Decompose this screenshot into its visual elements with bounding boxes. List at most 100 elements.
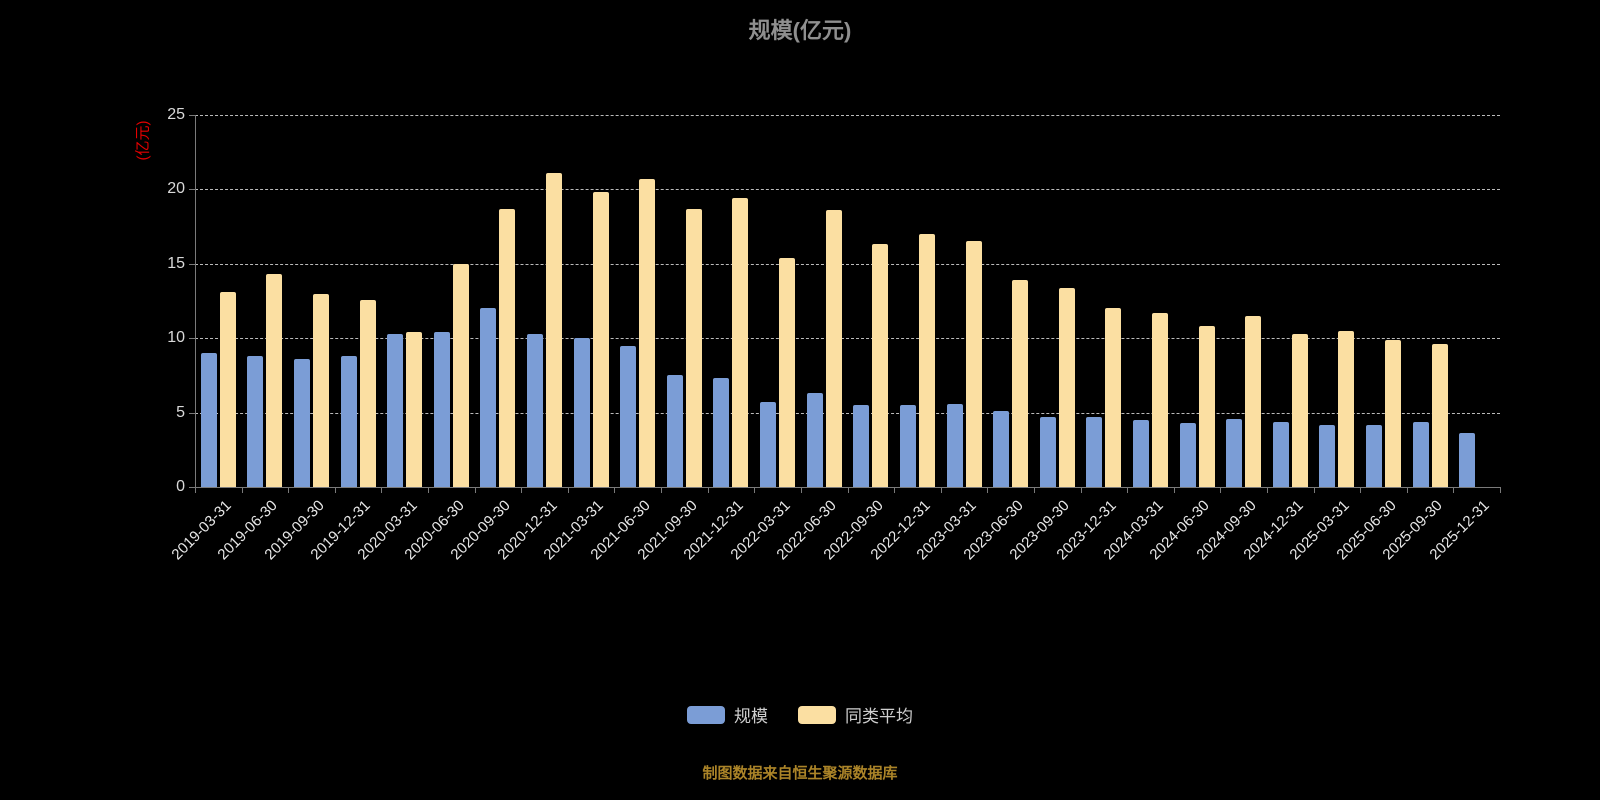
- bar-series-1: [685, 208, 702, 487]
- bar-series-0: [899, 405, 916, 487]
- bar-series-1: [639, 178, 656, 487]
- legend-item-scale[interactable]: 规模: [687, 702, 768, 727]
- x-axis-tick-mark: [288, 487, 290, 493]
- bar-series-1: [779, 257, 796, 487]
- bar-series-1: [1105, 308, 1122, 487]
- x-axis-tick-mark: [521, 487, 523, 493]
- chart-title: 规模(亿元): [748, 18, 852, 43]
- bar-group: [381, 115, 428, 487]
- gridline: [195, 263, 1500, 265]
- bar-series-1: [825, 210, 842, 487]
- y-axis-line: [195, 115, 196, 487]
- bar-series-1: [313, 293, 329, 487]
- bar-series-0: [1272, 421, 1289, 487]
- bar-series-0: [387, 333, 404, 487]
- y-axis-tick-label: 10: [167, 329, 185, 347]
- legend-swatch-category-average: [798, 705, 836, 724]
- bar-series-0: [993, 411, 1010, 487]
- x-axis-tick-mark: [567, 487, 569, 493]
- bar-group: [754, 115, 801, 487]
- bar-series-0: [1179, 423, 1196, 487]
- x-axis-tick-mark: [847, 487, 849, 493]
- bar-group: [848, 115, 895, 487]
- bar-series-0: [527, 333, 544, 487]
- x-axis-tick-mark: [381, 487, 383, 493]
- bar-series-1: [266, 274, 283, 487]
- x-axis-tick-mark: [428, 487, 430, 493]
- bar-group: [1034, 115, 1081, 487]
- y-axis-tick-label: 5: [176, 403, 185, 421]
- y-axis-tick-label: 20: [167, 180, 185, 198]
- y-axis-tick-label: 15: [167, 254, 185, 272]
- bar-group: [288, 115, 335, 487]
- bar-group: [475, 115, 522, 487]
- x-axis-tick-mark: [987, 487, 989, 493]
- bar-group: [428, 115, 475, 487]
- legend-item-category-average[interactable]: 同类平均: [798, 702, 913, 727]
- x-axis-tick-mark: [474, 487, 476, 493]
- bar-series-1: [732, 198, 749, 487]
- bar-series-0: [666, 375, 683, 487]
- bar-group: [242, 115, 289, 487]
- bar-series-0: [247, 356, 264, 487]
- bar-series-0: [433, 332, 450, 487]
- gridline: [195, 338, 1500, 340]
- plot-area: 0 5 10 15 20 25 2019-03-31 2019-06-30 2019-09-3…: [167, 106, 1501, 563]
- bar-group: [1267, 115, 1314, 487]
- bar-series-1: [1291, 333, 1308, 487]
- x-axis-tick-mark: [1033, 487, 1035, 493]
- x-axis-tick-mark: [1313, 487, 1315, 493]
- bar-series-0: [946, 403, 963, 487]
- x-axis-tick-mark: [1500, 487, 1501, 493]
- bar-series-0: [1039, 417, 1056, 487]
- bar-series-0: [1319, 424, 1336, 487]
- x-axis-tick-mark: [1406, 487, 1408, 493]
- y-axis-tick-mark: [189, 412, 195, 414]
- source-note: 制图数据来自恒生聚源数据库: [702, 765, 898, 782]
- bar-group: [894, 115, 941, 487]
- y-axis-tick-mark: [189, 189, 195, 191]
- bar-series-0: [1365, 424, 1382, 487]
- bar-series-1: [1338, 330, 1355, 487]
- x-axis-tick-mark: [754, 487, 756, 493]
- bar-series-1: [546, 173, 563, 487]
- bar-group: [801, 115, 848, 487]
- legend-label-scale: 规模: [734, 707, 768, 726]
- bar-group: [335, 115, 382, 487]
- bar-series-0: [480, 308, 497, 487]
- x-axis-tick-mark: [1220, 487, 1222, 493]
- gridline: [195, 412, 1500, 414]
- bar-series-1: [592, 192, 609, 487]
- bar-group: [1081, 115, 1128, 487]
- x-axis-tick-mark: [1266, 487, 1268, 493]
- bar-group: [1453, 115, 1500, 487]
- bar-series-0: [340, 356, 357, 487]
- y-axis-tick-mark: [189, 115, 195, 116]
- bar-series-0: [1226, 418, 1243, 487]
- bar-group: [614, 115, 661, 487]
- bar-group: [1174, 115, 1221, 487]
- bar-series-1: [1012, 280, 1029, 487]
- bar-group: [941, 115, 988, 487]
- x-axis-tick-mark: [894, 487, 896, 493]
- y-axis-tick-mark: [189, 338, 195, 340]
- bar-series-1: [965, 241, 982, 487]
- y-axis-tick-mark: [189, 487, 195, 488]
- bar-series-0: [853, 405, 870, 487]
- gridline: [195, 115, 1500, 116]
- bar-group: [1314, 115, 1361, 487]
- legend-label-category-average: 同类平均: [845, 707, 913, 726]
- bar-series-0: [1412, 421, 1429, 487]
- gridline: [195, 189, 1500, 191]
- bar-group: [521, 115, 568, 487]
- x-axis-tick-mark: [707, 487, 709, 493]
- y-axis-tick-label: 0: [176, 478, 185, 495]
- bar-series-1: [1384, 339, 1401, 487]
- x-axis-tick-mark: [334, 487, 336, 493]
- bar-series-0: [760, 402, 777, 487]
- bar-series-1: [1058, 287, 1075, 487]
- bar-series-0: [294, 359, 310, 487]
- bar-series-0: [573, 338, 590, 487]
- bar-series-1: [1198, 326, 1215, 487]
- bar-series-0: [620, 345, 637, 487]
